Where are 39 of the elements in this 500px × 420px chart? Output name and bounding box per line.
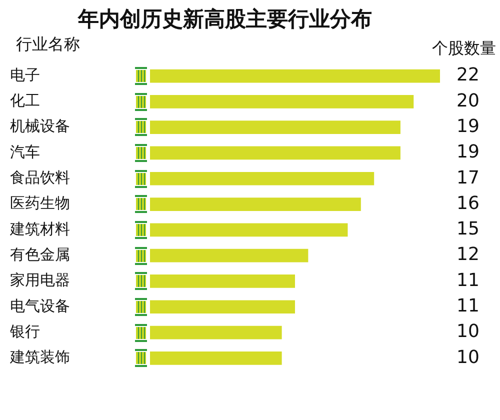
data-label: 11 — [456, 296, 480, 317]
data-label: 10 — [456, 346, 480, 368]
bar — [150, 248, 308, 262]
bar — [150, 95, 414, 108]
y-tick-label: 电气设备 — [10, 296, 70, 315]
y-tick-label: 化工 — [10, 92, 40, 110]
data-label: 15 — [456, 218, 480, 240]
text: 个股数量 — [432, 38, 496, 58]
data-label: 19 — [456, 142, 480, 163]
data-label: 11 — [456, 270, 480, 291]
y-tick-label: 建筑装饰 — [9, 348, 70, 366]
bar — [150, 172, 374, 186]
data-label: 19 — [456, 116, 480, 137]
data-label: 10 — [456, 321, 480, 342]
bar — [150, 69, 440, 83]
y-axis-title: 行业名称 — [16, 34, 80, 54]
data-label: 12 — [456, 244, 480, 266]
bar — [150, 223, 348, 237]
chart-title: 年内创历史新高股主要行业分布 — [77, 7, 372, 32]
bar — [150, 146, 400, 160]
data-label: 17 — [456, 167, 480, 188]
y-tick-label: 电子 — [10, 66, 40, 84]
bar — [150, 120, 400, 134]
data-label: 16 — [456, 192, 480, 214]
y-tick-label: 机械设备 — [10, 117, 70, 136]
y-tick-label: 有色金属 — [10, 245, 70, 264]
y-tick-label: 汽车 — [10, 142, 40, 161]
data-label: 20 — [456, 90, 480, 112]
bar — [150, 300, 295, 314]
y-tick-label: 食品饮料 — [10, 168, 70, 187]
y-tick-label: 家用电器 — [10, 271, 70, 290]
bar — [150, 352, 282, 365]
bar — [150, 198, 361, 211]
bar — [150, 274, 295, 288]
y-tick-label: 医药生物 — [10, 194, 70, 212]
y-tick-label: 建筑材料 — [9, 220, 70, 238]
data-label: 22 — [456, 64, 480, 86]
y-tick-label: 银行 — [9, 322, 40, 340]
bar — [150, 326, 282, 340]
